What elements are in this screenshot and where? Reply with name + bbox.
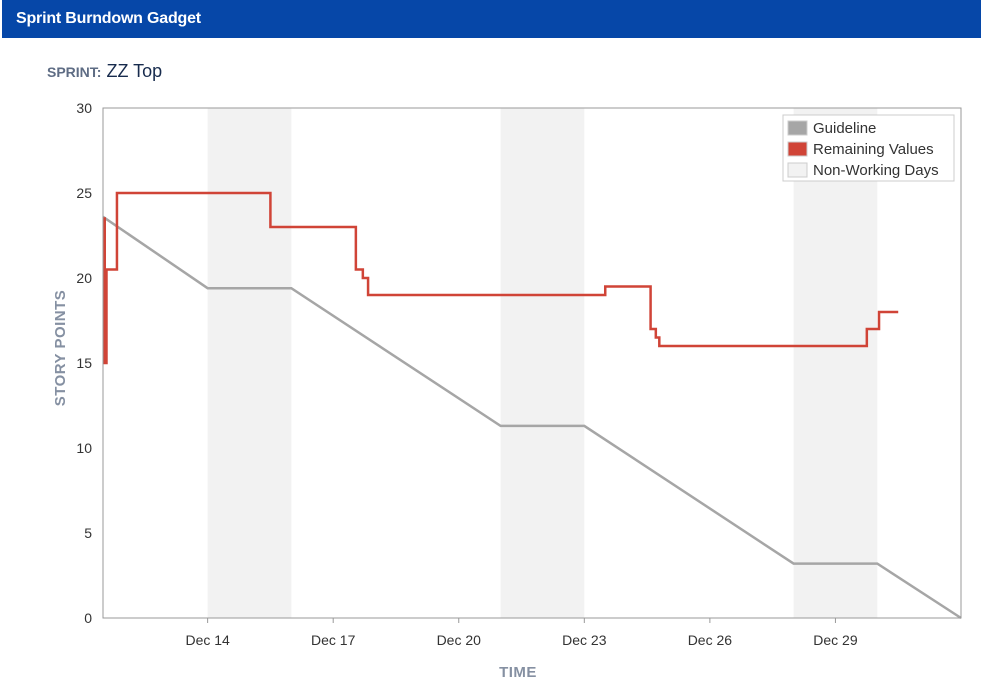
gadget-title: Sprint Burndown Gadget [16, 10, 201, 27]
x-tick-label: Dec 29 [813, 632, 858, 648]
legend-label-non_working[interactable]: Non-Working Days [813, 162, 939, 179]
y-tick-label: 20 [76, 270, 92, 286]
x-tick-label: Dec 20 [437, 632, 482, 648]
non-working-band-2 [500, 108, 585, 618]
legend-label-remaining[interactable]: Remaining Values [813, 141, 934, 158]
legend-box [782, 114, 955, 182]
legend-swatch-guideline [787, 120, 808, 136]
non-working-band-3 [793, 108, 878, 618]
legend-swatch-remaining [787, 141, 808, 157]
x-tick-label: Dec 17 [311, 632, 356, 648]
gadget-header: Sprint Burndown Gadget [2, 0, 981, 38]
sprint-name: ZZ Top [106, 61, 163, 81]
guideline-series-line [102, 215, 962, 620]
legend-label-guideline[interactable]: Guideline [813, 120, 876, 137]
y-axis: 0 5 10 15 20 25 30 [76, 100, 92, 626]
y-tick-label: 0 [84, 610, 92, 626]
y-axis-title: STORY POINTS [52, 290, 69, 407]
non-working-days-layer [207, 108, 878, 618]
sprint-info: SPRINT: ZZ Top [47, 61, 162, 83]
x-axis-title: TIME [499, 664, 537, 681]
legend[interactable]: Guideline Remaining Values Non-Working Day… [782, 114, 955, 182]
y-tick-label: 10 [76, 440, 92, 456]
y-tick-label: 30 [76, 100, 92, 116]
y-tick-label: 5 [84, 525, 92, 541]
x-tick-label: Dec 26 [688, 632, 733, 648]
non-working-band-1 [207, 108, 292, 618]
x-axis: Dec 14 Dec 17 Dec 20 Dec 23 Dec 26 Dec 29 [185, 618, 858, 648]
remaining-series-line [103, 191, 899, 365]
sprint-label: SPRINT: [47, 64, 102, 80]
y-tick-label: 25 [76, 185, 92, 201]
y-tick-label: 15 [76, 355, 92, 371]
legend-swatch-non_working [787, 162, 808, 178]
plot-border [102, 107, 962, 619]
x-tick-label: Dec 23 [562, 632, 607, 648]
series-layer [102, 191, 962, 620]
x-tick-label: Dec 14 [185, 632, 230, 648]
